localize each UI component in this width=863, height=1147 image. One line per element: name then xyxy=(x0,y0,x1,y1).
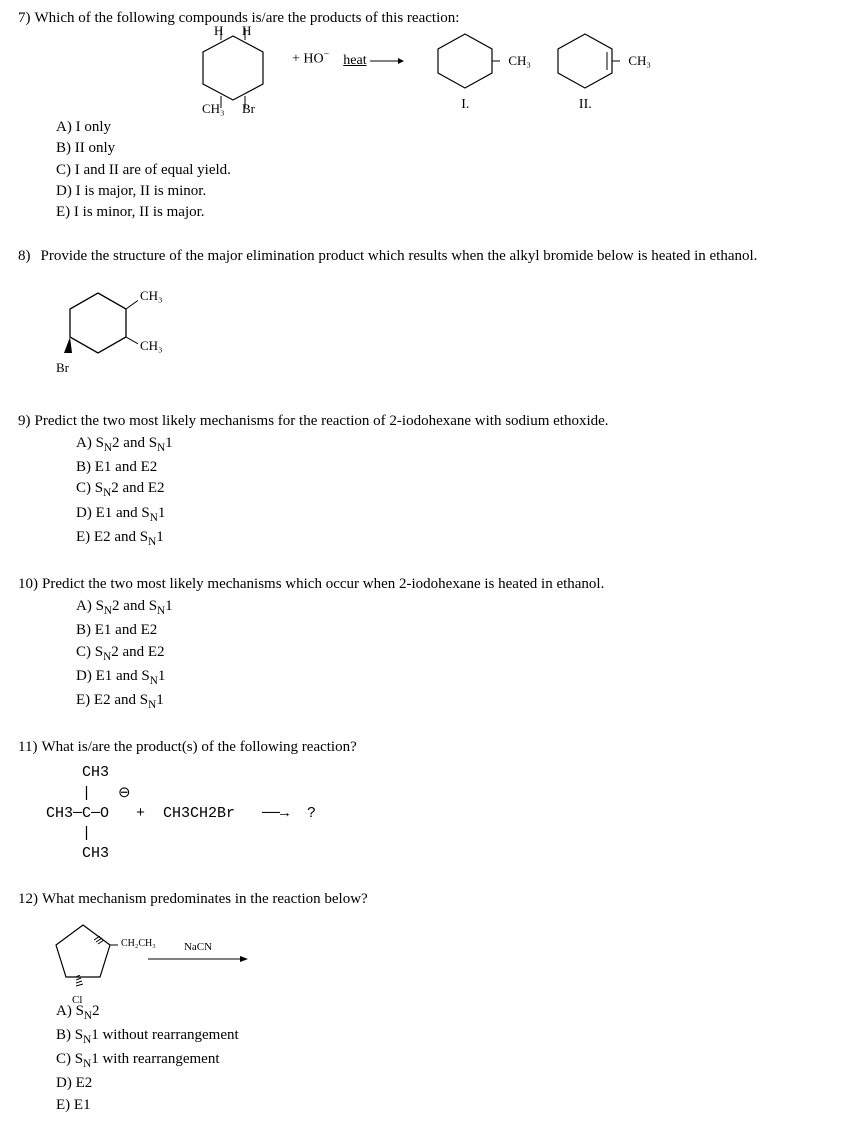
opt-c: C) SN2 and E2 xyxy=(76,642,845,665)
cl-label: Cl xyxy=(72,993,82,1008)
q12-text: What mechanism predominates in the react… xyxy=(42,889,368,909)
reagent-label: NaCN xyxy=(148,940,248,955)
opt-d: D) E1 and SN1 xyxy=(76,666,845,689)
plus-ho: + HO− xyxy=(292,48,329,70)
q8-number: 8) xyxy=(18,246,31,266)
q9-text: Predict the two most likely mechanisms f… xyxy=(35,411,609,431)
q11-number: 11) xyxy=(18,737,37,757)
opt-b: B) E1 and E2 xyxy=(76,457,845,477)
opt-c: C) SN2 and E2 xyxy=(76,478,845,501)
question-7: 7) Which of the following compounds is/a… xyxy=(18,8,845,222)
chem-line: CH3 xyxy=(46,763,845,783)
hash-bond-icon xyxy=(76,975,91,995)
opt-b: B) II only xyxy=(56,138,845,158)
heat-arrow: heat xyxy=(343,50,404,71)
opt-a: A) SN2 and SN1 xyxy=(76,433,845,456)
br-label: Br xyxy=(56,359,69,377)
q9-options: A) SN2 and SN1 B) E1 and E2 C) SN2 and E… xyxy=(76,433,845,550)
q8-structure: CH₃ CH₃ Br xyxy=(48,277,188,387)
q7-options: A) I only B) II only C) I and II are of … xyxy=(56,117,845,222)
question-12: 12) What mechanism predominates in the r… xyxy=(18,889,845,1115)
opt-d: D) I is major, II is minor. xyxy=(56,181,845,201)
opt-c: C) SN1 with rearrangement xyxy=(56,1049,845,1072)
product-label-2: II. xyxy=(550,96,620,115)
arrow-icon xyxy=(148,955,248,963)
q12-arrow: NaCN xyxy=(148,940,248,963)
q10-options: A) SN2 and SN1 B) E1 and E2 C) SN2 and E… xyxy=(76,596,845,713)
ch3-label: CH₃ xyxy=(628,52,651,70)
q12-options: A) SN2 B) SN1 without rearrangement C) S… xyxy=(56,1001,845,1115)
opt-b: B) E1 and E2 xyxy=(76,620,845,640)
ch3-label: CH₃ xyxy=(202,100,225,118)
ch3-label: CH₃ xyxy=(140,287,163,305)
q11-structure: CH3 | ⊖ CH3─C─O + CH3CH2Br ──→ ? | CH3 xyxy=(46,763,845,864)
question-10: 10) Predict the two most likely mechanis… xyxy=(18,574,845,713)
opt-e: E) E2 and SN1 xyxy=(76,690,845,713)
q12-number: 12) xyxy=(18,889,38,909)
q12-structure: CH₂CH₃ Cl xyxy=(48,917,118,987)
q7-product-2: CH₃ II. xyxy=(550,28,620,115)
opt-b: B) SN1 without rearrangement xyxy=(56,1025,845,1048)
h-label: H xyxy=(242,22,251,40)
hexagon-double-icon xyxy=(550,28,620,94)
question-11: 11) What is/are the product(s) of the fo… xyxy=(18,737,845,865)
cyclohexane-icon xyxy=(58,287,138,367)
ch3-label: CH₃ xyxy=(508,52,531,70)
chem-line: CH3─C─O + CH3CH2Br ──→ ? xyxy=(46,804,845,824)
question-9: 9) Predict the two most likely mechanism… xyxy=(18,411,845,550)
cyclohexane-icon xyxy=(188,28,278,108)
q11-text: What is/are the product(s) of the follow… xyxy=(41,737,356,757)
opt-a: A) I only xyxy=(56,117,845,137)
question-8: 8) Provide the structure of the major el… xyxy=(18,246,845,386)
q10-number: 10) xyxy=(18,574,38,594)
opt-d: D) E1 and SN1 xyxy=(76,503,845,526)
br-label: Br xyxy=(242,100,255,118)
q8-text: Provide the structure of the major elimi… xyxy=(41,246,758,266)
q7-reactant: H H CH₃ Br xyxy=(188,28,278,108)
opt-a: A) SN2 xyxy=(56,1001,845,1024)
q9-number: 9) xyxy=(18,411,31,431)
hexagon-icon xyxy=(430,28,500,94)
opt-e: E) E1 xyxy=(56,1095,845,1115)
chem-line: | ⊖ xyxy=(46,784,845,804)
opt-d: D) E2 xyxy=(56,1073,845,1093)
ch3-label: CH₃ xyxy=(140,337,163,355)
opt-c: C) I and II are of equal yield. xyxy=(56,160,845,180)
q10-text: Predict the two most likely mechanisms w… xyxy=(42,574,604,594)
hash-bond-icon xyxy=(94,936,119,961)
h-label: H xyxy=(214,22,223,40)
q7-product-1: CH₃ I. xyxy=(430,28,500,115)
opt-a: A) SN2 and SN1 xyxy=(76,596,845,619)
opt-e: E) I is minor, II is major. xyxy=(56,202,845,222)
ethyl-label: CH₂CH₃ xyxy=(121,937,156,951)
chem-line: | xyxy=(46,824,845,844)
product-label-1: I. xyxy=(430,96,500,115)
opt-e: E) E2 and SN1 xyxy=(76,527,845,550)
q7-number: 7) xyxy=(18,8,31,28)
chem-line: CH3 xyxy=(46,844,845,864)
